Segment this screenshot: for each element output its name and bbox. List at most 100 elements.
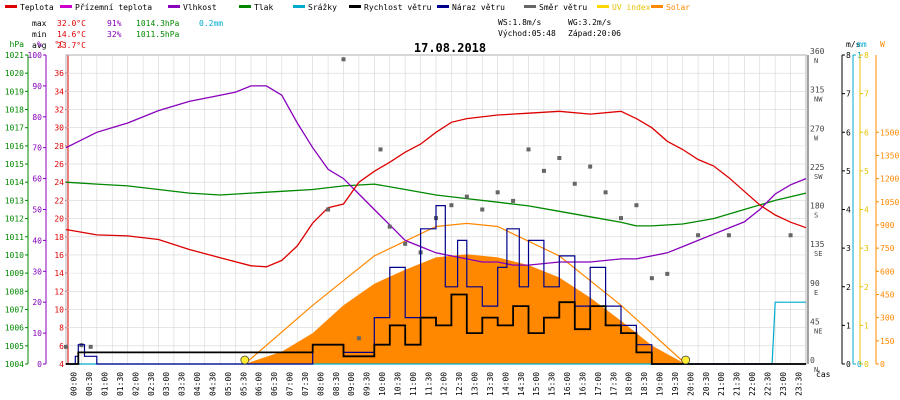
temperature-tick-label: 30: [54, 124, 64, 133]
solar-tick-label: 1350: [880, 151, 899, 160]
legend-swatch: [293, 5, 305, 8]
wind-tick-label: 3: [846, 244, 851, 253]
uv-tick-label: 6: [864, 128, 869, 137]
uv-marker: [240, 355, 250, 365]
direction-tick-label: 135: [810, 240, 825, 249]
temperature-tick-label: 28: [54, 142, 64, 151]
x-tick-label: 07:00: [286, 372, 295, 396]
wind-gust-avg: WG:3.2m/s: [568, 18, 612, 27]
x-tick-label: 05:30: [239, 372, 248, 396]
x-tick-label: 20:30: [702, 372, 711, 396]
uv-marker: [681, 355, 691, 365]
wind-direction-point: [526, 147, 531, 152]
direction-tick-label: 0: [810, 356, 815, 365]
wind-speed-avg: WS:1.8m/s: [498, 18, 542, 27]
temperature-tick-label: 20: [54, 215, 64, 224]
temperature-tick-label: 8: [59, 324, 64, 333]
direction-compass-label: NW: [814, 96, 823, 104]
x-tick-label: 03:00: [162, 372, 171, 396]
humidity-tick-label: 30: [32, 267, 42, 276]
pressure-tick-label: 1009: [5, 269, 24, 278]
humidity-unit: %: [37, 40, 42, 49]
wind-direction-point: [356, 336, 361, 341]
x-tick-label: 05:00: [224, 372, 233, 396]
pressure-tick-label: 1014: [5, 178, 24, 187]
rain-unit: mm: [857, 40, 867, 49]
temperature-tick-label: 34: [54, 87, 64, 96]
x-tick-label: 11:30: [424, 372, 433, 396]
uv-tick-label: 8: [864, 51, 869, 60]
humidity-tick-label: 20: [32, 298, 42, 307]
temperature-tick-label: 10: [54, 305, 64, 314]
wind-tick-label: 4: [846, 206, 851, 215]
pressure-tick-label: 1008: [5, 287, 24, 296]
x-tick-label: 00:00: [70, 372, 79, 396]
legend-swatch: [239, 5, 251, 8]
pressure-tick-label: 1015: [5, 160, 24, 169]
wind-direction-point: [557, 156, 562, 160]
series-temperature: [65, 110, 807, 268]
pressure-tick-label: 1016: [5, 142, 24, 151]
pressure-tick-label: 1021: [5, 51, 24, 60]
wind-direction-point: [341, 57, 346, 62]
stats-min-hum: 32%: [107, 30, 122, 39]
stats-avg-label: avg: [32, 41, 47, 50]
pressure-tick-label: 1007: [5, 305, 24, 314]
wind-direction-point: [588, 164, 593, 169]
x-tick-label: 13:30: [486, 372, 495, 396]
legend-swatch: [5, 5, 17, 8]
legend-label: Směr větru: [539, 3, 587, 12]
x-tick-label: 18:30: [640, 372, 649, 396]
legend-label: UV index: [612, 3, 651, 12]
x-tick-label: 14:00: [501, 372, 510, 396]
series-humidity: [65, 85, 807, 266]
stats-max-temp: 32.0°C: [57, 19, 86, 28]
x-tick-label: 03:30: [178, 372, 187, 396]
stats-max-press: 1014.3hPa: [136, 19, 180, 28]
pressure-tick-label: 1012: [5, 215, 24, 224]
wind-direction-point: [619, 216, 623, 221]
x-tick-label: 06:30: [270, 372, 279, 396]
pressure-tick-label: 1006: [5, 324, 24, 333]
x-tick-label: 23:00: [779, 372, 788, 396]
direction-tick-label: 270: [810, 124, 825, 133]
direction-tick-label: 45: [810, 317, 820, 326]
x-tick-label: 09:30: [363, 372, 372, 396]
x-tick-label: 01:30: [116, 372, 125, 396]
solar-unit: W: [880, 40, 885, 49]
x-tick-label: 07:30: [301, 372, 310, 396]
series-solar-max: [244, 222, 687, 365]
x-tick-label: 20:00: [686, 372, 695, 396]
direction-compass-label: S: [814, 212, 818, 220]
legend-label: Solar: [666, 3, 690, 12]
legend-label: Náraz větru: [452, 3, 505, 12]
x-tick-label: 10:00: [378, 372, 387, 396]
direction-compass-label: SW: [814, 173, 823, 181]
solar-tick-label: 1500: [880, 128, 899, 137]
wind-direction-point: [88, 344, 93, 349]
legend-label: Srážky: [308, 3, 337, 12]
humidity-tick-label: 100: [28, 51, 43, 60]
temperature-tick-label: 32: [54, 106, 64, 115]
direction-compass-label: N: [814, 57, 818, 65]
temperature-tick-label: 12: [54, 287, 64, 296]
pressure-tick-label: 1019: [5, 87, 24, 96]
x-tick-label: 21:00: [717, 372, 726, 396]
direction-compass-label: E: [814, 289, 818, 297]
uv-tick-label: 1: [864, 321, 869, 330]
x-tick-label: 02:30: [147, 372, 156, 396]
legend-swatch: [524, 5, 536, 8]
wind-direction-point: [634, 203, 639, 208]
left-axes: 1004100510061007100810091010101110121013…: [5, 40, 69, 369]
wind-stats-block: WS:1.8m/s WG:3.2m/s Východ:05:48 Západ:2…: [498, 18, 621, 38]
x-tick-label: 17:30: [609, 372, 618, 396]
wind-direction-point: [326, 207, 331, 212]
stats-max-rain: 0.2mm: [199, 19, 223, 28]
legend-swatch: [597, 5, 609, 8]
legend: Teplota Přízemní teplota Vlhkost Tlak Srážky…: [5, 3, 690, 12]
x-tick-label: 19:00: [656, 372, 665, 396]
uv-tick-label: 7: [864, 90, 869, 99]
humidity-tick-label: 0: [37, 360, 42, 369]
stats-avg-temp: 23.7°C: [57, 41, 86, 50]
